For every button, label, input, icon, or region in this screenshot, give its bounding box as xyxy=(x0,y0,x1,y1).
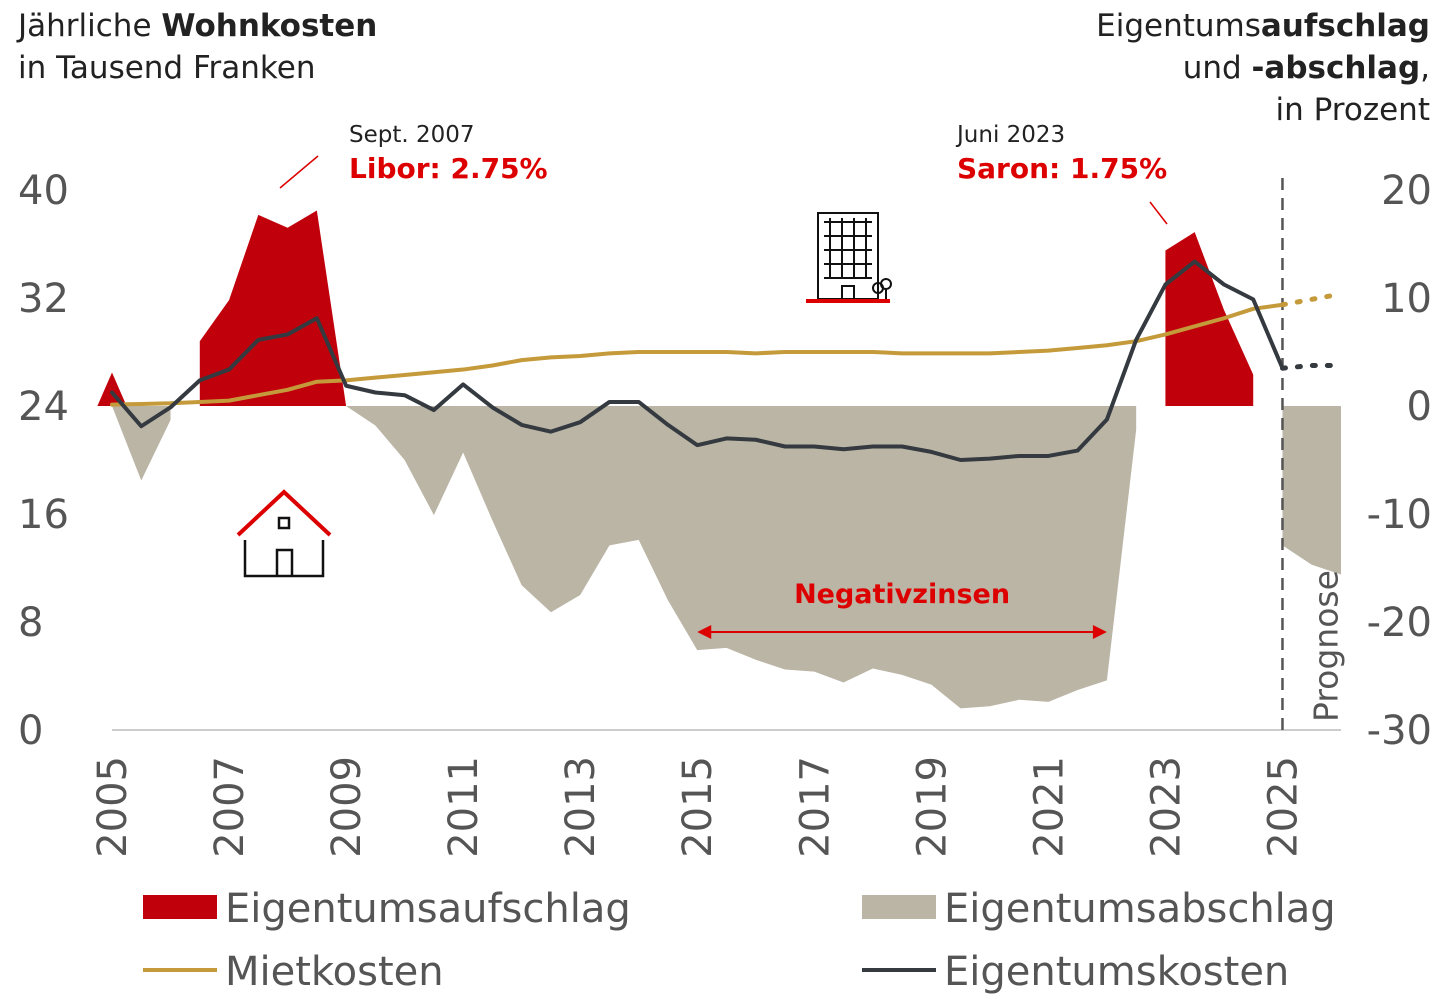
axis-title: in Prozent xyxy=(1276,92,1430,128)
annotation-text: Libor: 2.75% xyxy=(349,152,548,185)
x-tick-label: 2015 xyxy=(675,756,721,858)
line xyxy=(110,259,1285,462)
axis-title-part: Eigentums xyxy=(1096,8,1261,44)
x-tick-label: 2017 xyxy=(792,756,838,858)
axis-title-part: , xyxy=(1420,50,1430,86)
area xyxy=(112,406,171,481)
axis-title-part: in Prozent xyxy=(1276,92,1430,128)
x-tick-label: 2019 xyxy=(909,756,955,858)
axis-title-part: Wohnkosten xyxy=(161,8,377,44)
y-tick-label: 40 xyxy=(18,168,69,214)
axis-title: Jährliche Wohnkosten xyxy=(16,8,377,44)
line xyxy=(110,302,1285,407)
y-tick-label: 16 xyxy=(18,492,69,538)
x-tick-label: 2005 xyxy=(90,756,136,858)
y-tick-label: 8 xyxy=(18,600,43,646)
axis-title: und -abschlag, xyxy=(1183,50,1430,86)
range-label: Negativzinsen xyxy=(794,579,1010,610)
area xyxy=(97,372,127,406)
x-tick-label: 2009 xyxy=(324,756,370,858)
y2-tick-label: -20 xyxy=(1367,600,1432,646)
y2-tick-label: 10 xyxy=(1381,276,1432,322)
axis-title: in Tausend Franken xyxy=(18,50,316,86)
area xyxy=(1282,406,1341,575)
y2-tick-label: -30 xyxy=(1367,708,1432,754)
line xyxy=(1279,291,1344,308)
house-icon xyxy=(236,489,332,578)
forecast-label: Prognose xyxy=(1306,570,1345,722)
x-tick-label: 2011 xyxy=(441,756,487,858)
building-icon xyxy=(806,212,892,303)
legend-label: Eigentumsabschlag xyxy=(944,886,1336,932)
annotation-leader xyxy=(279,155,319,189)
annotation-leader xyxy=(1149,201,1168,225)
axis-title-part: Jährliche xyxy=(16,8,161,44)
line xyxy=(1279,363,1344,371)
x-tick-label: 2013 xyxy=(558,756,604,858)
y-tick-label: 0 xyxy=(18,708,43,754)
legend-label: Eigentumsaufschlag xyxy=(225,886,631,932)
legend-swatch xyxy=(862,895,936,919)
axis-title-part: und xyxy=(1183,50,1252,86)
axis-title: Eigentumsaufschlag xyxy=(1096,8,1430,44)
axis-title-part: in Tausend Franken xyxy=(18,50,316,86)
x-tick-label: 2025 xyxy=(1260,756,1306,858)
axis-title-part: -abschlag xyxy=(1252,50,1421,86)
area xyxy=(199,210,347,406)
area xyxy=(1165,232,1254,406)
y-tick-label: 32 xyxy=(18,276,69,322)
y2-tick-label: -10 xyxy=(1367,492,1432,538)
annotation-date: Sept. 2007 xyxy=(349,122,475,148)
legend-label: Mietkosten xyxy=(225,949,444,995)
y2-tick-label: 20 xyxy=(1381,168,1432,214)
annotation-date: Juni 2023 xyxy=(955,122,1065,148)
x-tick-label: 2007 xyxy=(207,756,253,858)
y-tick-label: 24 xyxy=(18,384,69,430)
y2-tick-label: 0 xyxy=(1407,384,1432,430)
arrow-head xyxy=(1092,625,1107,639)
arrow-head xyxy=(697,625,712,639)
x-tick-label: 2021 xyxy=(1026,756,1072,858)
annotation-text: Saron: 1.75% xyxy=(957,152,1167,185)
legend-label: Eigentumskosten xyxy=(944,949,1289,995)
axis-title-part: aufschlag xyxy=(1261,8,1430,44)
legend-swatch xyxy=(143,895,217,919)
x-tick-label: 2023 xyxy=(1143,756,1189,858)
area xyxy=(346,406,1137,709)
